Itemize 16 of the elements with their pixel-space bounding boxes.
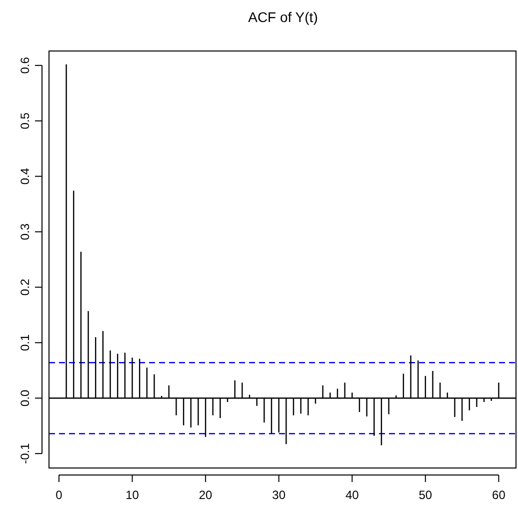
x-tick-label: 40: [345, 488, 360, 502]
x-tick-label: 20: [198, 488, 213, 502]
y-tick-label: 0.6: [18, 56, 32, 74]
y-tick-label: 0.4: [18, 168, 32, 185]
y-tick-label: -0.1: [18, 442, 32, 464]
y-tick-label: 0.5: [18, 112, 32, 130]
x-tick-label: 10: [126, 488, 140, 502]
x-tick-label: 30: [272, 488, 286, 502]
x-tick-label: 60: [492, 488, 506, 502]
x-tick-label: 50: [418, 488, 432, 502]
y-tick-label: 0.1: [18, 334, 32, 352]
y-tick-label: 0.2: [18, 278, 32, 296]
chart-title: ACF of Y(t): [248, 9, 318, 25]
y-tick-label: 0.0: [18, 389, 32, 406]
y-tick-label: 0.3: [18, 223, 32, 240]
x-tick-label: 0: [56, 488, 63, 502]
